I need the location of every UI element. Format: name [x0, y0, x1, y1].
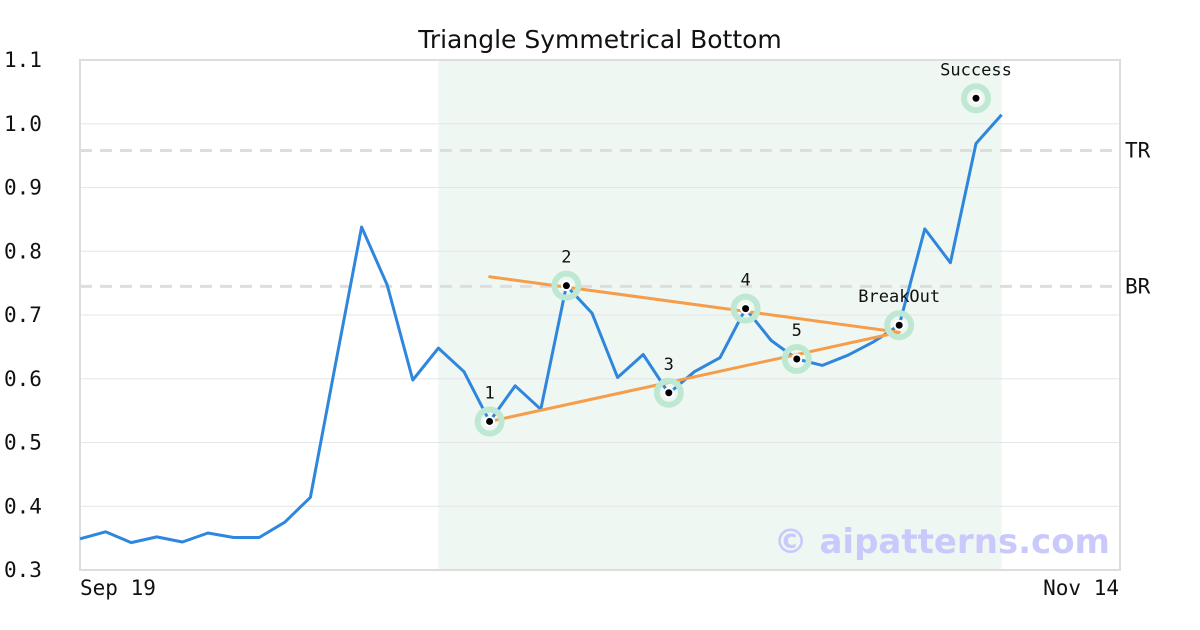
pattern-point-2: [562, 282, 570, 290]
pattern-point-halo-4: [730, 293, 761, 324]
chart-title: Triangle Symmetrical Bottom: [417, 25, 782, 54]
pattern-point-halo-5: [781, 343, 812, 374]
reference-label-tr: TR: [1125, 139, 1151, 163]
pattern-point-label-breakout: BreakOut: [858, 287, 940, 307]
pattern-point-4: [742, 305, 750, 313]
x-axis-ticks-group: Sep 19 Nov 14: [80, 576, 1119, 600]
pattern-point-halo-3: [653, 377, 684, 408]
pattern-point-breakout: [895, 321, 903, 329]
pattern-point-label-4: 4: [740, 271, 750, 291]
y-tick-label: 0.5: [4, 431, 42, 455]
pattern-point-label-3: 3: [664, 355, 674, 375]
y-tick-label: 0.8: [4, 239, 42, 263]
plot-frame: [79, 59, 1121, 571]
y-tick-label: 0.3: [4, 558, 42, 582]
x-tick-label: Nov 14: [1043, 576, 1119, 600]
pattern-point-label-2: 2: [561, 248, 571, 268]
pattern-point-halo-breakout: [884, 310, 915, 341]
watermark: © aipatterns.com: [774, 522, 1110, 562]
pattern-point-label-5: 5: [792, 321, 802, 341]
x-tick-label: Sep 19: [80, 576, 156, 600]
trend-line-upper: [488, 275, 901, 334]
y-axis-ticks-group: 0.3 0.4 0.5 0.6 0.7 0.8 0.9 1.0 1.1: [4, 48, 42, 582]
reference-label-br: BR: [1125, 274, 1151, 298]
pattern-point-3: [665, 389, 673, 397]
y-tick-label: 0.7: [4, 303, 42, 327]
y-tick-label: 0.4: [4, 494, 42, 518]
pattern-point-halo-1: [474, 406, 505, 437]
gridlines-group: [80, 123, 1120, 507]
pattern-points-group: 1 2 3 4 5 BreakOut Success: [474, 60, 1012, 437]
pattern-point-1: [486, 417, 494, 425]
y-tick-label: 1.0: [4, 112, 42, 136]
pattern-point-label-success: Success: [940, 60, 1012, 80]
y-tick-label: 0.6: [4, 367, 42, 391]
y-tick-label: 1.1: [4, 48, 42, 72]
pattern-point-halo-2: [551, 270, 582, 301]
y-tick-label: 0.9: [4, 176, 42, 200]
reference-lines-group: TR BR: [80, 139, 1151, 298]
pattern-point-success: [972, 94, 980, 102]
trend-line-lower: [488, 330, 901, 423]
trend-lines-group: [488, 275, 901, 423]
pattern-point-label-1: 1: [484, 383, 494, 403]
pattern-point-halo-success: [961, 83, 991, 114]
pattern-point-5: [793, 355, 801, 363]
